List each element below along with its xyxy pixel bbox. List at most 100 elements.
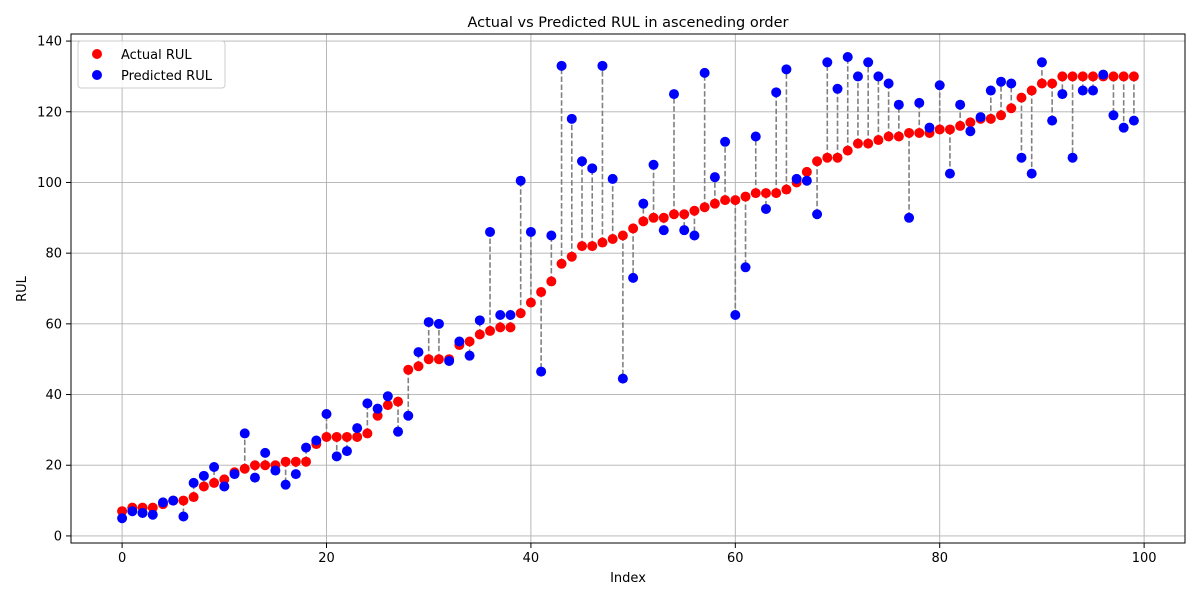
- predicted-rul-point: [1036, 57, 1047, 68]
- predicted-rul-point: [372, 403, 383, 414]
- predicted-rul-point: [740, 262, 751, 273]
- predicted-rul-point: [842, 51, 853, 62]
- predicted-rul-point: [893, 99, 904, 110]
- predicted-rul-point: [219, 481, 230, 492]
- predicted-rul-point: [1118, 122, 1129, 133]
- predicted-rul-point: [556, 60, 567, 71]
- predicted-rul-point: [689, 230, 700, 241]
- actual-rul-point: [239, 463, 250, 474]
- actual-rul-point: [341, 431, 352, 442]
- actual-rul-point: [1108, 71, 1119, 82]
- actual-rul-point: [852, 138, 863, 149]
- predicted-rul-point: [597, 60, 608, 71]
- predicted-rul-point: [832, 83, 843, 94]
- actual-rul-point: [904, 127, 915, 138]
- x-tick-label: 60: [727, 551, 744, 566]
- predicted-rul-point: [944, 168, 955, 179]
- x-tick-label: 20: [318, 551, 335, 566]
- predicted-rul-point: [495, 310, 506, 321]
- actual-rul-point: [474, 329, 485, 340]
- predicted-rul-point: [474, 315, 485, 326]
- predicted-rul-point: [934, 80, 945, 91]
- actual-rul-point: [658, 212, 669, 223]
- predicted-rul-point: [1067, 152, 1078, 163]
- actual-rul-point: [352, 431, 363, 442]
- predicted-rul-point: [720, 136, 731, 147]
- predicted-rul-point: [331, 451, 342, 462]
- predicted-rul-point: [1098, 69, 1109, 80]
- predicted-rul-point: [628, 272, 639, 283]
- actual-rul-point: [249, 460, 260, 471]
- actual-rul-point: [1128, 71, 1139, 82]
- actual-rul-point: [863, 138, 874, 149]
- predicted-rul-point: [904, 212, 915, 223]
- predicted-rul-point: [1047, 115, 1058, 126]
- predicted-rul-point: [341, 446, 352, 457]
- actual-rul-point: [965, 117, 976, 128]
- predicted-rul-point: [822, 57, 833, 68]
- predicted-rul-point: [801, 175, 812, 186]
- predicted-rul-point: [996, 76, 1007, 87]
- actual-rul-point: [709, 198, 720, 209]
- predicted-rul-point: [924, 122, 935, 133]
- predicted-rul-point: [423, 317, 434, 328]
- predicted-rul-point: [1016, 152, 1027, 163]
- predicted-rul-point: [525, 226, 536, 237]
- predicted-rul-point: [658, 225, 669, 236]
- point-layer: [117, 51, 1139, 524]
- actual-rul-point: [515, 308, 526, 319]
- actual-rul-point: [546, 276, 557, 287]
- actual-rul-point: [372, 410, 383, 421]
- predicted-rul-point: [648, 159, 659, 170]
- predicted-rul-point: [229, 469, 240, 480]
- chart-title: Actual vs Predicted RUL in asceneding or…: [467, 15, 788, 31]
- actual-rul-point: [577, 241, 588, 252]
- predicted-rul-point: [403, 410, 414, 421]
- legend-marker-actual: [92, 49, 102, 59]
- actual-rul-point: [720, 195, 731, 206]
- plot-frame: [70, 33, 1186, 544]
- predicted-rul-point: [852, 71, 863, 82]
- actual-rul-point: [883, 131, 894, 142]
- actual-rul-point: [873, 135, 884, 146]
- actual-rul-point: [1057, 71, 1068, 82]
- actual-rul-point: [597, 237, 608, 248]
- actual-rul-point: [290, 456, 301, 467]
- predicted-rul-point: [127, 506, 138, 517]
- predicted-rul-point: [209, 462, 220, 473]
- actual-rul-point: [505, 322, 516, 333]
- y-tick-label: 100: [37, 176, 62, 191]
- predicted-rul-point: [433, 318, 444, 329]
- legend: Actual RUL Predicted RUL: [77, 40, 226, 89]
- x-tick-label: 0: [118, 551, 126, 566]
- actual-rul-point: [679, 209, 690, 220]
- predicted-rul-point: [1006, 78, 1017, 89]
- actual-rul-point: [209, 477, 220, 488]
- actual-rul-point: [944, 124, 955, 135]
- actual-rul-point: [934, 124, 945, 135]
- predicted-rul-point: [607, 173, 618, 184]
- actual-rul-point: [801, 166, 812, 177]
- predicted-rul-point: [617, 373, 628, 384]
- actual-rul-point: [403, 364, 414, 375]
- actual-rul-point: [812, 156, 823, 167]
- predicted-rul-point: [1088, 85, 1099, 96]
- x-axis-label: Index: [610, 571, 646, 586]
- predicted-rul-point: [1128, 115, 1139, 126]
- predicted-rul-point: [352, 423, 363, 434]
- actual-rul-point: [382, 400, 393, 411]
- actual-rul-point: [362, 428, 373, 439]
- predicted-rul-point: [914, 97, 925, 108]
- predicted-rul-point: [587, 163, 598, 174]
- actual-rul-point: [760, 188, 771, 199]
- actual-rul-point: [1088, 71, 1099, 82]
- legend-label-actual: Actual RUL: [121, 48, 192, 63]
- actual-rul-point: [464, 336, 475, 347]
- predicted-rul-point: [198, 470, 209, 481]
- predicted-rul-point: [239, 428, 250, 439]
- legend-box: [77, 40, 226, 89]
- x-tick-label: 100: [1132, 551, 1157, 566]
- actual-rul-point: [771, 188, 782, 199]
